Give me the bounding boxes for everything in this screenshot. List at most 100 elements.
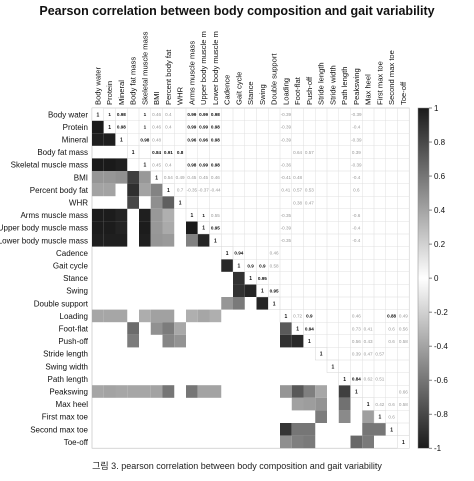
heatmap-cell: [197, 234, 210, 247]
chart-title: Pearson correlation between body composi…: [39, 4, 435, 18]
heatmap-cell: [256, 297, 269, 310]
column-label: BMI: [152, 91, 161, 105]
row-label: Cadence: [56, 249, 89, 258]
heatmap-cell: [374, 423, 386, 436]
diagonal-label: 1: [190, 213, 193, 219]
diagonal-label: 1: [261, 289, 264, 295]
heatmap-cell: [150, 183, 163, 197]
column-label: Stride width: [328, 65, 337, 105]
diagonal-label: 1: [120, 138, 123, 144]
correlation-value: 0.84: [152, 150, 161, 155]
correlation-value: -0.36: [281, 163, 292, 168]
correlation-value: 0.95: [211, 226, 220, 231]
heatmap-cell: [150, 234, 163, 247]
heatmap-cell: [150, 385, 163, 398]
heatmap-cell: [115, 309, 128, 323]
row-label: WHR: [69, 199, 88, 208]
row-label: Body fat mass: [37, 148, 88, 157]
correlation-value: 0.51: [375, 377, 384, 382]
heatmap-cell: [303, 397, 316, 411]
heatmap-cell: [127, 322, 139, 335]
correlation-value: 0.56: [399, 326, 408, 331]
heatmap-cell: [92, 385, 104, 398]
correlation-value: 0.7: [177, 188, 184, 193]
correlation-value: 0.57: [293, 188, 302, 193]
correlation-value: 0.6: [388, 339, 395, 344]
colorbar-tick-label: 0.6: [434, 172, 446, 181]
heatmap-cell: [280, 423, 292, 436]
heatmap-cell: [280, 334, 292, 348]
row-label: First max toe: [42, 413, 89, 422]
row-label: Stride length: [43, 350, 88, 359]
correlation-value: 0.98: [211, 137, 220, 142]
column-label: Protein: [105, 81, 114, 105]
heatmap-cell: [92, 183, 104, 197]
heatmap-cell: [103, 309, 116, 323]
correlation-value: 0.64: [293, 150, 302, 155]
correlation-value: 0.99: [187, 112, 196, 117]
row-label: Lower body muscle mass: [0, 236, 88, 245]
heatmap-cell: [280, 385, 292, 398]
correlation-value: 0.46: [270, 251, 279, 256]
row-label: Max heel: [56, 400, 89, 409]
diagonal-label: 1: [214, 238, 217, 244]
colorbar-tick-label: -0.4: [434, 342, 448, 351]
correlation-value: -0.39: [351, 137, 362, 142]
colorbar-tick-label: -0.6: [434, 376, 448, 385]
correlation-value: 0.99: [199, 112, 208, 117]
heatmap-cell: [303, 385, 316, 398]
heatmap-cell: [186, 385, 198, 398]
correlation-value: 0.6: [388, 415, 395, 420]
correlation-value: 0.53: [305, 188, 314, 193]
heatmap-cell: [280, 322, 292, 335]
correlation-value: 0.45: [199, 175, 208, 180]
correlation-value: 0.45: [187, 175, 196, 180]
row-label: Percent body fat: [30, 186, 89, 195]
correlation-value: 0.48: [152, 137, 161, 142]
row-label: Foot-flat: [59, 325, 89, 334]
heatmap-cell: [244, 284, 257, 297]
heatmap-cell: [92, 171, 104, 184]
correlation-value: -0.39: [281, 137, 292, 142]
heatmap-cell: [186, 309, 198, 323]
correlation-value: 0.46: [152, 125, 161, 130]
heatmap-cell: [162, 334, 175, 348]
column-label: First max toe: [375, 61, 384, 105]
heatmap-cell: [338, 410, 351, 423]
heatmap-cell: [103, 133, 116, 146]
correlation-value: 0.91: [164, 150, 173, 155]
column-label: Loading: [281, 78, 290, 105]
diagonal-label: 1: [320, 352, 323, 358]
column-label: Peakswing: [352, 68, 361, 105]
column-label: Cadence: [223, 75, 232, 105]
heatmap-cell: [221, 297, 233, 310]
diagonal-label: 1: [284, 314, 287, 320]
diagonal-label: 1: [378, 415, 381, 421]
heatmap-cell: [139, 183, 151, 197]
correlation-value: -0.35: [281, 238, 292, 243]
correlation-value: 1: [144, 125, 147, 130]
correlation-value: 0.98: [140, 137, 149, 142]
heatmap-cell: [362, 423, 374, 436]
correlation-value: 0.41: [364, 326, 373, 331]
correlation-value: -0.35: [281, 213, 292, 218]
row-label: Upper body muscle mass: [0, 224, 88, 233]
column-label: Stride length: [317, 62, 326, 105]
correlation-value: 0.42: [375, 402, 384, 407]
heatmap-cell: [139, 171, 151, 184]
correlation-value: 0.39: [352, 150, 361, 155]
correlation-value: 0.96: [187, 137, 196, 142]
heatmap-cell: [291, 423, 304, 436]
heatmap-cell: [150, 309, 163, 323]
correlation-value: 0.8: [177, 150, 184, 155]
column-label: Toe-off: [399, 81, 408, 105]
row-label: Toe-off: [64, 438, 89, 447]
correlation-value: 0.6: [388, 326, 395, 331]
colorbar-tick-label: 0.8: [434, 138, 446, 147]
heatmap-cell: [92, 133, 104, 146]
column-label: Lower body muscle m: [211, 31, 220, 105]
diagonal-label: 1: [390, 427, 393, 433]
row-label: Protein: [63, 123, 88, 132]
correlation-value: -0.4: [352, 238, 360, 243]
correlation-value: 1: [108, 112, 111, 117]
